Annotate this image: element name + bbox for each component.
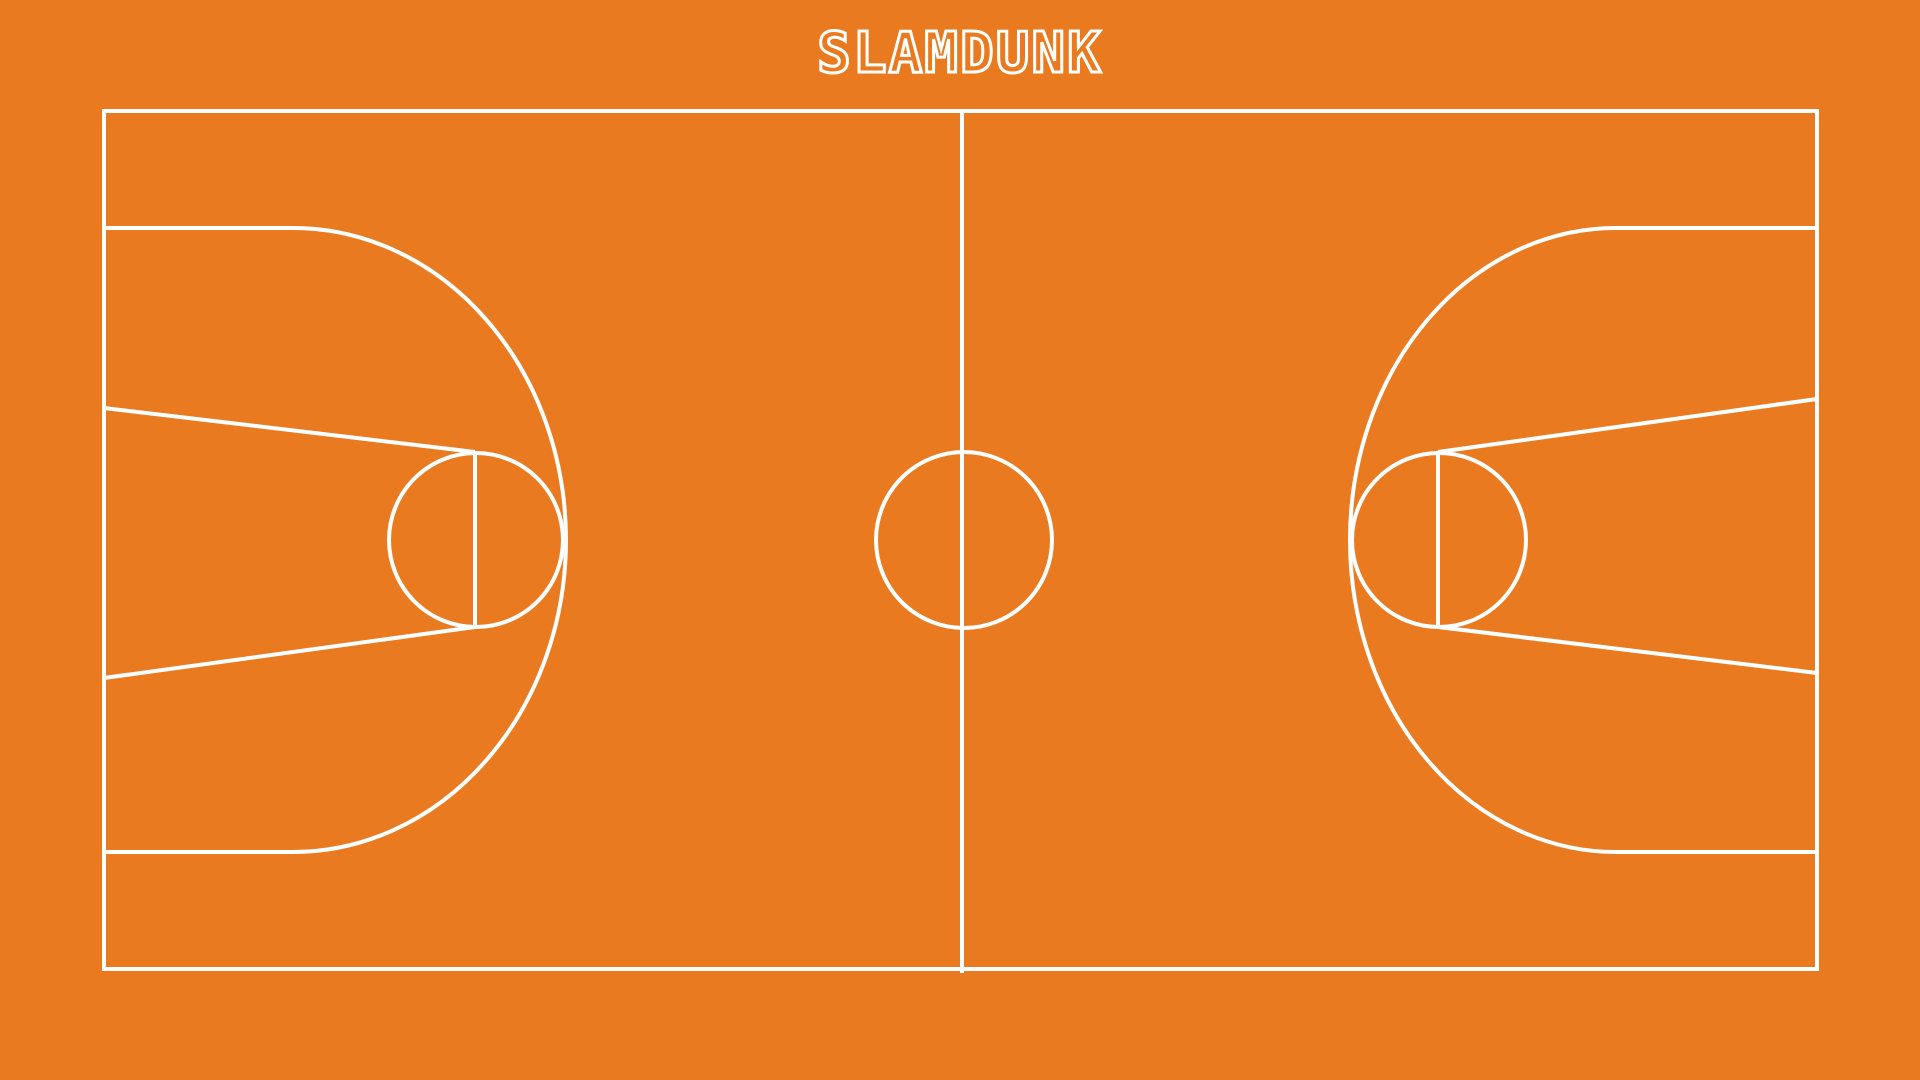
- left-lane-line-top: [103, 406, 476, 454]
- right-lane-line-bottom: [1437, 625, 1818, 675]
- game-title: SLAMDUNK: [816, 20, 1103, 88]
- right-lane-line-top: [1437, 397, 1818, 454]
- left-lane-line-bottom: [103, 625, 476, 680]
- center-circle: [874, 450, 1054, 630]
- left-free-throw-circle: [387, 451, 565, 629]
- left-three-point-line: [104, 226, 568, 854]
- right-three-point-line: [1348, 226, 1817, 854]
- right-free-throw-circle: [1350, 451, 1528, 629]
